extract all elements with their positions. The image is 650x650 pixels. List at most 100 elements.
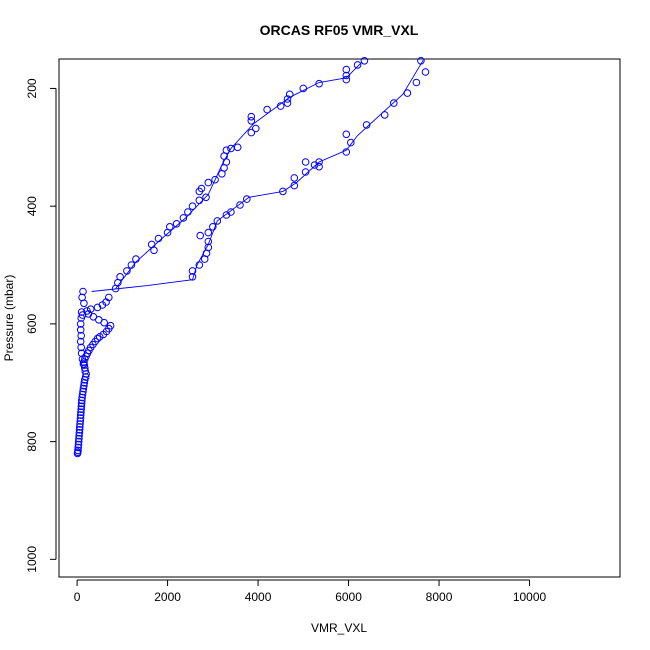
data-point	[204, 243, 213, 252]
x-tick-label: 2000	[154, 590, 181, 604]
data-point	[166, 223, 174, 231]
data-point	[342, 148, 351, 156]
data-point	[79, 287, 87, 296]
data-point	[75, 426, 84, 434]
data-point	[247, 112, 256, 121]
data-point	[75, 431, 83, 440]
plot-frame	[58, 58, 621, 578]
data-point	[127, 261, 136, 269]
data-point	[204, 228, 213, 237]
data-point	[263, 105, 271, 114]
data-point	[81, 373, 90, 381]
series-line-2	[91, 59, 424, 292]
data-point	[74, 437, 83, 446]
data-point	[76, 417, 85, 425]
data-point	[75, 429, 84, 437]
data-point	[301, 168, 310, 176]
data-point	[77, 349, 86, 358]
chart-title: ORCAS RF05 VMR_VXL	[260, 22, 419, 38]
data-point	[93, 334, 102, 343]
data-point	[342, 130, 351, 139]
data-point	[243, 195, 251, 203]
data-point	[299, 84, 308, 93]
data-point	[188, 273, 197, 281]
data-point	[247, 117, 256, 125]
data-point	[74, 446, 82, 455]
data-point	[78, 396, 86, 405]
data-point	[86, 305, 95, 314]
data-point	[380, 111, 389, 119]
data-point	[147, 240, 156, 249]
data-point	[79, 360, 88, 368]
data-point	[353, 61, 362, 69]
data-point	[76, 420, 84, 428]
data-point	[188, 267, 197, 275]
data-point	[172, 220, 181, 228]
y-tick-label: 200	[25, 78, 39, 98]
data-point	[77, 343, 85, 352]
data-point	[236, 201, 244, 209]
data-point	[76, 411, 85, 419]
data-point	[301, 158, 310, 166]
x-tick-label: 6000	[335, 590, 362, 604]
data-point	[347, 138, 355, 147]
y-axis: 200 400 600 800 1000	[25, 78, 57, 573]
data-point	[76, 337, 85, 346]
data-point	[77, 402, 86, 411]
data-point	[77, 331, 85, 340]
data-point	[195, 196, 204, 205]
x-axis-title: VMR_VXL	[311, 621, 367, 635]
data-point	[390, 99, 398, 107]
data-point	[76, 320, 85, 328]
data-point	[279, 187, 287, 196]
data-point	[227, 208, 235, 216]
data-point	[81, 364, 89, 372]
data-point	[80, 381, 88, 390]
y-axis-title: Pressure (mbar)	[2, 275, 16, 362]
data-point	[421, 68, 430, 76]
data-point	[76, 414, 85, 422]
y-tick-label: 1000	[25, 546, 39, 573]
data-point	[196, 231, 204, 240]
y-tick-label: 400	[25, 196, 39, 216]
data-point	[81, 367, 89, 375]
data-point	[342, 75, 351, 84]
data-point	[77, 408, 85, 417]
data-point	[315, 158, 323, 166]
data-point	[83, 307, 91, 315]
data-point	[75, 434, 83, 443]
data-point	[285, 90, 294, 99]
data-point	[78, 393, 86, 402]
x-tick-label: 8000	[426, 590, 453, 604]
data-point	[315, 79, 323, 88]
data-point	[290, 174, 299, 182]
series-points	[73, 57, 430, 458]
data-point	[179, 214, 188, 222]
data-point	[184, 208, 192, 216]
data-point	[105, 293, 113, 302]
data-point	[116, 273, 124, 281]
data-point	[417, 57, 425, 65]
x-axis: 0 2000 4000 6000 8000 10000	[74, 579, 547, 604]
y-tick-label: 600	[25, 314, 39, 334]
data-point	[78, 355, 87, 364]
data-point	[315, 162, 323, 171]
data-point	[211, 175, 219, 184]
data-point	[76, 423, 84, 431]
data-point	[290, 181, 299, 190]
data-point	[276, 102, 285, 110]
data-point	[79, 384, 88, 393]
data-point	[362, 121, 371, 129]
data-point	[222, 146, 231, 154]
data-point	[76, 326, 85, 334]
x-tick-label: 10000	[513, 590, 547, 604]
data-point	[252, 124, 260, 133]
data-point	[74, 443, 82, 452]
data-point	[283, 99, 292, 107]
data-point	[204, 237, 213, 246]
data-point	[93, 303, 102, 312]
data-point	[342, 65, 351, 74]
data-point	[77, 399, 86, 408]
